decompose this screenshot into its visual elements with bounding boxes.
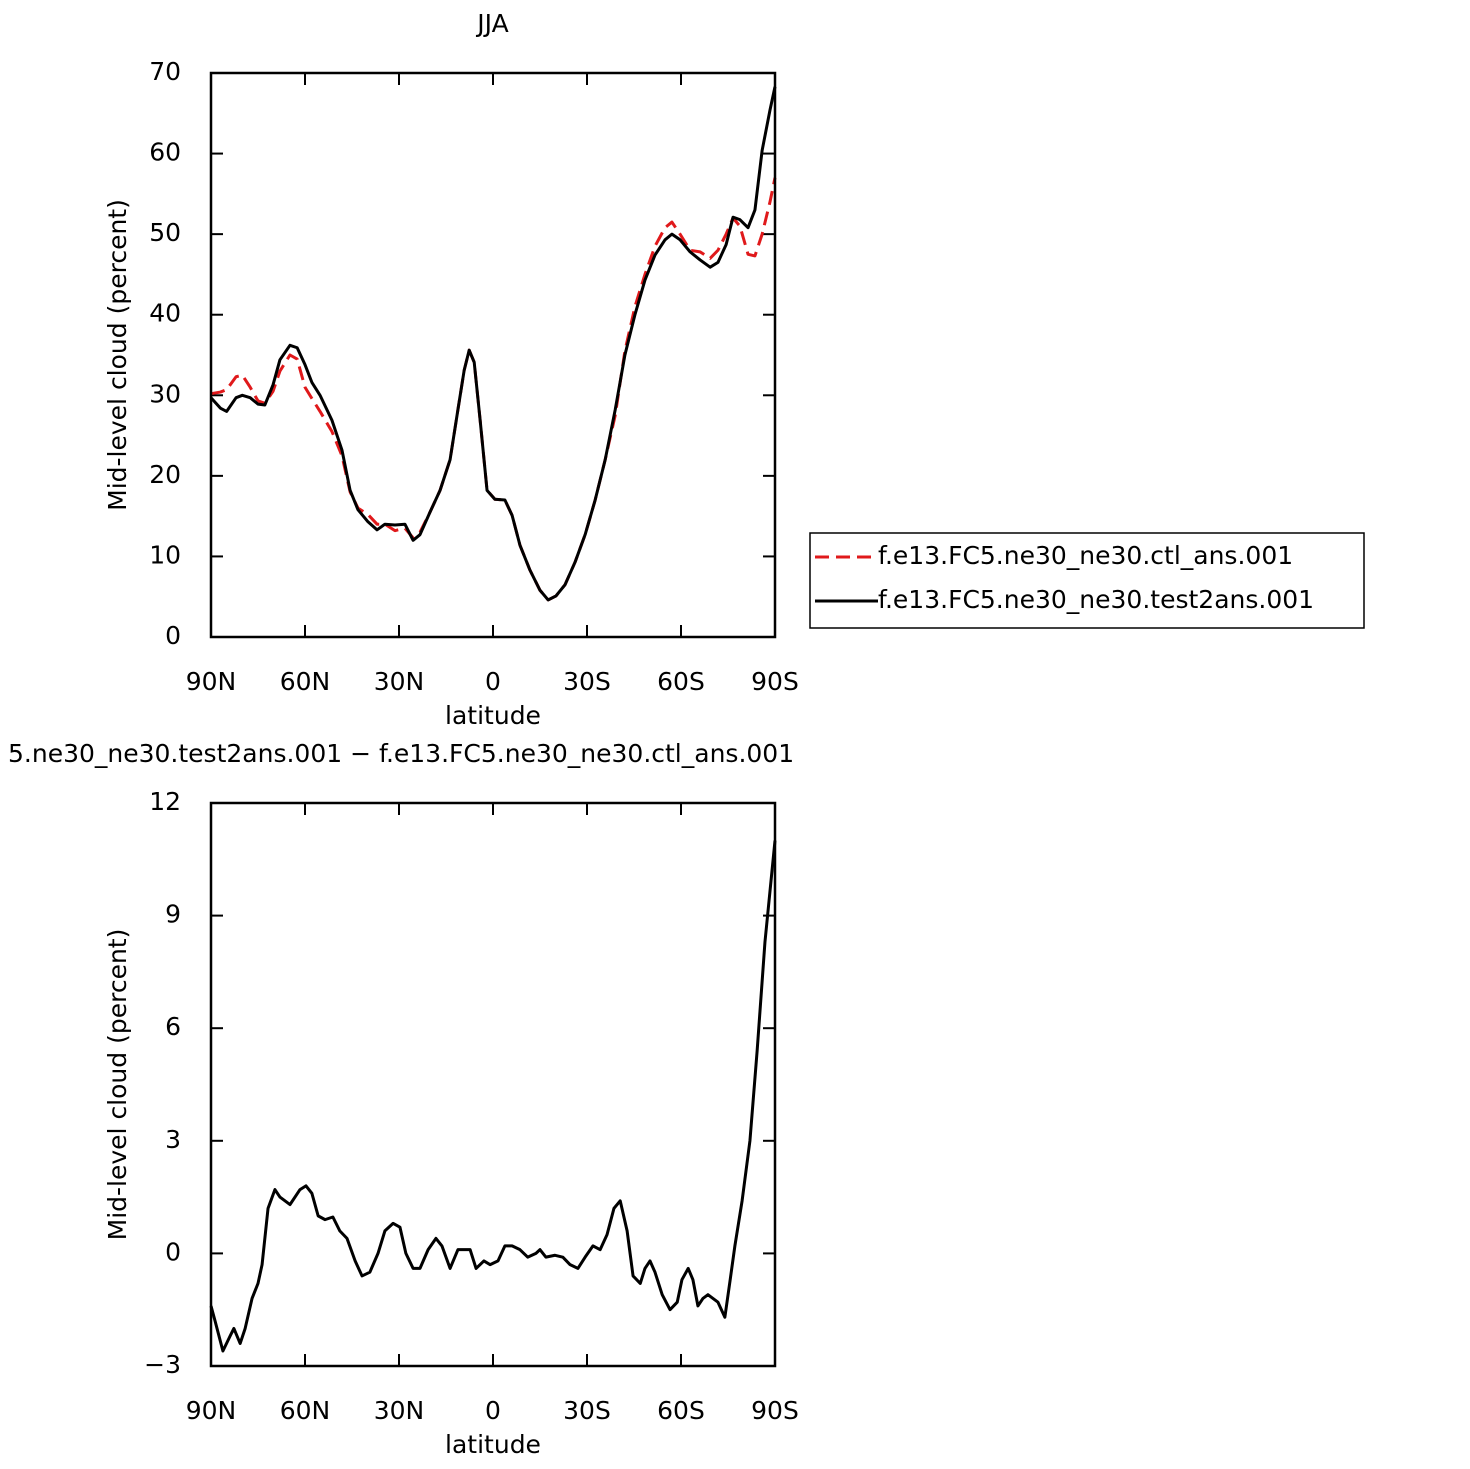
chart-title: JJA bbox=[475, 9, 508, 38]
y-tick-label: 40 bbox=[149, 299, 181, 328]
chart-title: 5.ne30_ne30.test2ans.001 − f.e13.FC5.ne3… bbox=[8, 739, 794, 768]
x-axis-label: latitude bbox=[445, 701, 541, 730]
x-axis-label: latitude bbox=[445, 1430, 541, 1459]
y-tick-label: 60 bbox=[149, 138, 181, 167]
x-tick-label: 60S bbox=[657, 667, 705, 696]
plot-frame bbox=[209, 71, 777, 639]
legend-label: f.e13.FC5.ne30_ne30.test2ans.001 bbox=[878, 585, 1314, 614]
y-tick-label: −3 bbox=[144, 1350, 181, 1379]
y-tick-label: 9 bbox=[165, 900, 181, 929]
y-tick-label: 12 bbox=[149, 787, 181, 816]
x-tick-label: 90N bbox=[186, 1396, 237, 1425]
x-tick-label: 60S bbox=[657, 1396, 705, 1425]
legend-box bbox=[809, 532, 1365, 629]
y-tick-label: 0 bbox=[165, 1237, 181, 1266]
x-tick-label: 0 bbox=[485, 667, 501, 696]
y-axis-label: Mid-level cloud (percent) bbox=[103, 929, 132, 1241]
data-line bbox=[210, 177, 777, 602]
y-tick-label: 30 bbox=[149, 379, 181, 408]
x-tick-label: 90S bbox=[751, 1396, 799, 1425]
y-tick-label: 3 bbox=[165, 1125, 181, 1154]
legend-label: f.e13.FC5.ne30_ne30.ctl_ans.001 bbox=[878, 541, 1293, 570]
x-tick-label: 30S bbox=[563, 667, 611, 696]
y-tick-label: 20 bbox=[149, 460, 181, 489]
y-tick-label: 70 bbox=[149, 57, 181, 86]
plot-frame bbox=[209, 801, 777, 1368]
x-tick-label: 30S bbox=[563, 1396, 611, 1425]
y-tick-label: 0 bbox=[165, 621, 181, 650]
x-tick-label: 0 bbox=[485, 1396, 501, 1425]
x-tick-label: 30N bbox=[374, 1396, 425, 1425]
x-tick-label: 60N bbox=[280, 667, 331, 696]
y-tick-label: 6 bbox=[165, 1012, 181, 1041]
x-tick-label: 90S bbox=[751, 667, 799, 696]
y-tick-label: 50 bbox=[149, 218, 181, 247]
data-line bbox=[209, 840, 777, 1353]
legend: f.e13.FC5.ne30_ne30.ctl_ans.001 f.e13.FC5… bbox=[809, 532, 1365, 629]
x-tick-label: 60N bbox=[280, 1396, 331, 1425]
x-tick-label: 30N bbox=[374, 667, 425, 696]
data-line bbox=[209, 86, 777, 602]
x-tick-label: 90N bbox=[186, 667, 237, 696]
y-axis-label: Mid-level cloud (percent) bbox=[103, 199, 132, 511]
y-tick-label: 10 bbox=[149, 540, 181, 569]
